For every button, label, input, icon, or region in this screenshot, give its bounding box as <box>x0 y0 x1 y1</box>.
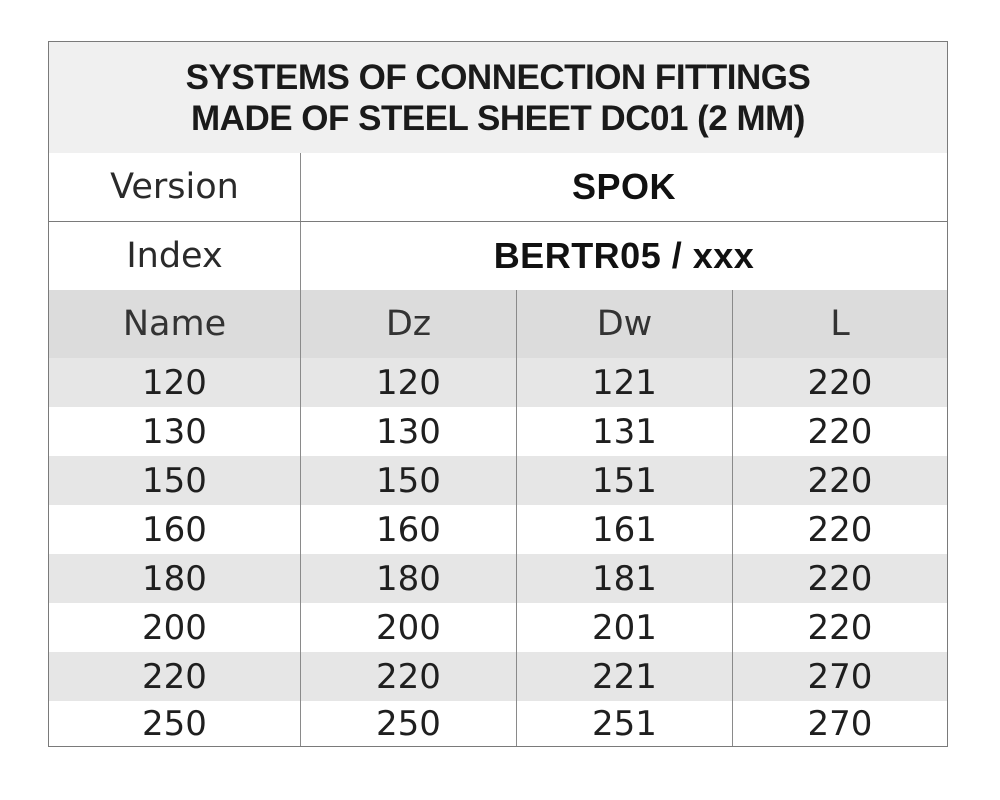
cell-dw: 121 <box>517 358 733 407</box>
cell-name: 200 <box>49 603 301 652</box>
version-label: Version <box>49 153 301 221</box>
title-line-2: MADE OF STEEL SHEET DC01 (2 MM) <box>191 98 805 138</box>
table-row: 220 220 221 270 <box>49 652 947 701</box>
table-row: 160 160 161 220 <box>49 505 947 554</box>
cell-l: 220 <box>807 558 873 599</box>
table-title: SYSTEMS OF CONNECTION FITTINGS MADE OF S… <box>49 42 947 154</box>
index-value: BERTR05 / xxx <box>493 235 755 276</box>
cell-dw: 251 <box>517 701 733 746</box>
cell-name: 160 <box>49 505 301 554</box>
cell-name: 150 <box>49 456 301 505</box>
cell-l: 220 <box>807 411 873 452</box>
cell-l: 220 <box>807 607 873 648</box>
cell-dz: 220 <box>301 652 517 701</box>
cell-dz: 150 <box>301 456 517 505</box>
cell-dw: 131 <box>517 407 733 456</box>
cell-l: 270 <box>807 656 873 697</box>
column-header-l: L <box>830 304 850 344</box>
cell-l: 220 <box>807 362 873 403</box>
cell-dz: 250 <box>301 701 517 746</box>
cell-name: 130 <box>49 407 301 456</box>
cell-name: 250 <box>49 701 301 746</box>
cell-dz: 120 <box>301 358 517 407</box>
cell-dz: 130 <box>301 407 517 456</box>
version-row: Version SPOK <box>49 153 947 222</box>
column-header-row: Name Dz Dw L <box>49 290 947 358</box>
table-row: 130 130 131 220 <box>49 407 947 456</box>
cell-dw: 181 <box>517 554 733 603</box>
cell-name: 220 <box>49 652 301 701</box>
column-header-dw: Dw <box>517 290 733 358</box>
table-row: 250 250 251 270 <box>49 701 947 746</box>
fittings-spec-table: SYSTEMS OF CONNECTION FITTINGS MADE OF S… <box>48 41 948 747</box>
cell-dz: 180 <box>301 554 517 603</box>
cell-dz: 160 <box>301 505 517 554</box>
index-row: Index BERTR05 / xxx <box>49 222 947 290</box>
cell-dw: 151 <box>517 456 733 505</box>
cell-l: 270 <box>807 703 873 744</box>
table-row: 180 180 181 220 <box>49 554 947 603</box>
cell-l: 220 <box>807 460 873 501</box>
cell-name: 180 <box>49 554 301 603</box>
cell-dw: 221 <box>517 652 733 701</box>
cell-dz: 200 <box>301 603 517 652</box>
table-row: 120 120 121 220 <box>49 358 947 407</box>
cell-dw: 161 <box>517 505 733 554</box>
column-header-name: Name <box>49 290 301 358</box>
cell-l: 220 <box>807 509 873 550</box>
cell-dw: 201 <box>517 603 733 652</box>
cell-name: 120 <box>49 358 301 407</box>
table-row: 200 200 201 220 <box>49 603 947 652</box>
version-value: SPOK <box>571 166 677 207</box>
title-line-1: SYSTEMS OF CONNECTION FITTINGS <box>185 57 811 97</box>
index-label: Index <box>49 222 301 290</box>
table-row: 150 150 151 220 <box>49 456 947 505</box>
column-header-dz: Dz <box>301 290 517 358</box>
